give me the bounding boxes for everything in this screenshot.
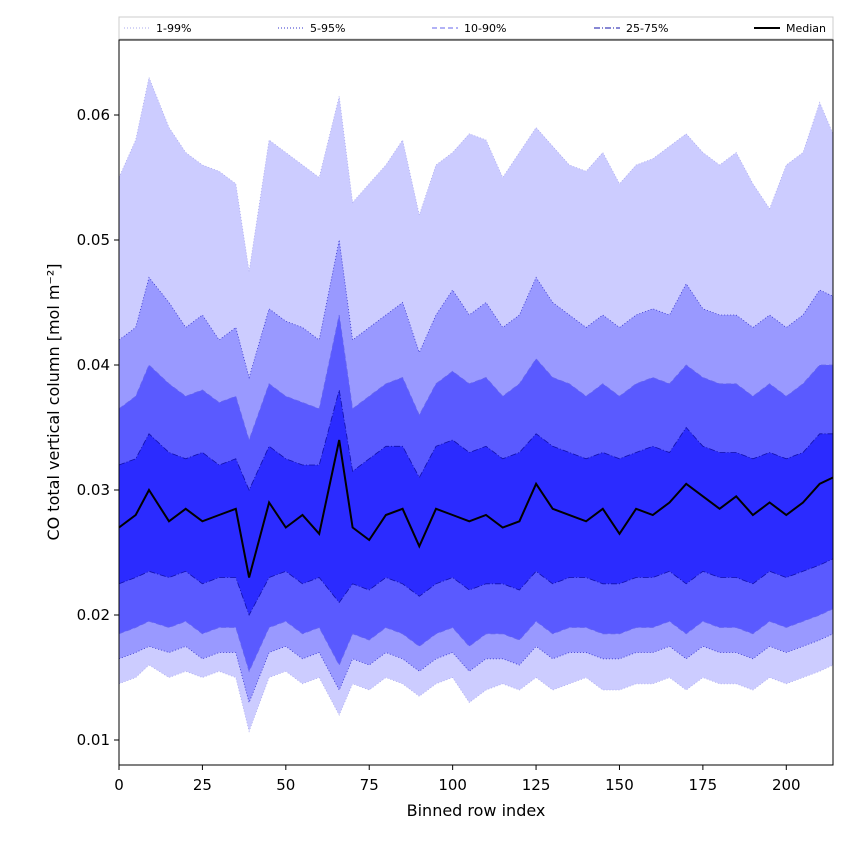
x-tick-label-25: 25 — [193, 776, 212, 794]
x-axis-label: Binned row index — [407, 801, 546, 820]
legend-label-3: 25-75% — [626, 22, 668, 35]
legend-label-2: 10-90% — [464, 22, 506, 35]
y-tick-label-5: 0.06 — [77, 106, 110, 124]
y-axis: 0.01 0.02 0.03 0.04 0.05 0.06 — [77, 106, 119, 749]
median-layer — [118, 439, 834, 578]
y-tick-label-2: 0.03 — [77, 481, 110, 499]
y-tick-label-0: 0.01 — [77, 731, 110, 749]
y-tick-label-4: 0.05 — [77, 231, 110, 249]
x-tick-label-75: 75 — [360, 776, 379, 794]
plot-frame — [118, 39, 834, 766]
x-tick-label-175: 175 — [689, 776, 718, 794]
median-line — [118, 439, 834, 578]
x-tick-label-200: 200 — [772, 776, 801, 794]
legend: 1-99% 5-95% 10-90% 25-75% Median — [118, 16, 834, 40]
x-tick-label-125: 125 — [522, 776, 551, 794]
band-5-95pct-lower-line — [118, 633, 834, 704]
x-tick-label-50: 50 — [276, 776, 295, 794]
legend-label-4: Median — [786, 22, 826, 35]
y-tick-label-1: 0.02 — [77, 606, 110, 624]
x-tick-label-0: 0 — [114, 776, 124, 794]
legend-label-1: 5-95% — [310, 22, 345, 35]
legend-box — [118, 16, 834, 40]
percentile-bands — [118, 76, 834, 733]
band-10-90pct-lower-line — [118, 608, 834, 673]
band-25-75pct-upper-line — [118, 389, 833, 491]
x-axis: 0 25 50 75 100 125 150 175 200 — [114, 765, 801, 794]
band-25-75pct — [119, 390, 833, 615]
legend-label-0: 1-99% — [156, 22, 191, 35]
y-tick-label-3: 0.04 — [77, 356, 110, 374]
band-1-99pct-upper-line — [118, 76, 834, 272]
y-axis-label: CO total vertical column [mol m⁻²] — [44, 263, 63, 540]
band-10-90pct-upper-line — [118, 314, 833, 442]
x-tick-label-150: 150 — [605, 776, 634, 794]
band-25-75pct-lower-line — [118, 558, 834, 616]
x-tick-label-100: 100 — [438, 776, 467, 794]
